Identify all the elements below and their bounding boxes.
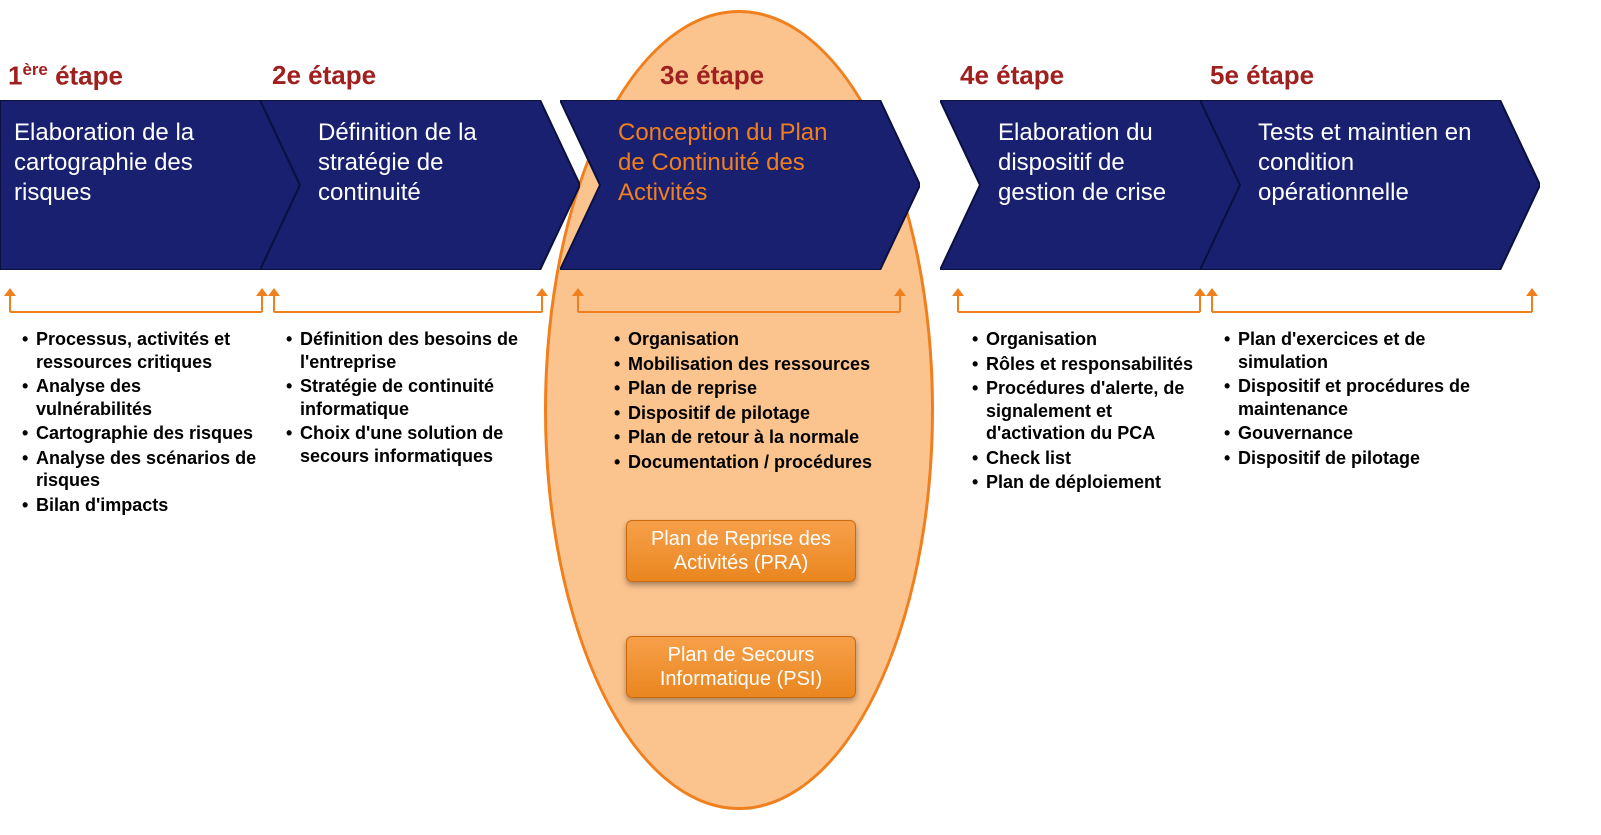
chevron-title-2: Définition de la stratégie de continuité <box>318 118 520 208</box>
bracket-2 <box>268 288 548 324</box>
step-label-4: 4e étape <box>960 60 1064 91</box>
bullet-item: Cartographie des risques <box>22 422 262 445</box>
step-label-1: 1ère étape <box>8 60 123 92</box>
bullets-col-5: Plan d'exercices et de simulationDisposi… <box>1224 328 1474 471</box>
bracket-1 <box>4 288 268 324</box>
bullet-item: Processus, activités et ressources criti… <box>22 328 262 373</box>
bullet-item: Plan de déploiement <box>972 471 1202 494</box>
chevron-title-5: Tests et maintien en condition opération… <box>1258 118 1480 208</box>
bracket-5 <box>1206 288 1538 324</box>
process-diagram: 1ère étape 2e étape 3e étape 4e étape 5e… <box>0 0 1601 835</box>
bullet-item: Choix d'une solution de secours informat… <box>286 422 526 467</box>
bullet-item: Stratégie de continuité informatique <box>286 375 526 420</box>
step-label-3: 3e étape <box>660 60 764 91</box>
bullets-col-3: OrganisationMobilisation des ressourcesP… <box>614 328 894 475</box>
bullet-item: Analyse des vulnérabilités <box>22 375 262 420</box>
bullet-item: Définition des besoins de l'entreprise <box>286 328 526 373</box>
bullet-item: Documentation / procédures <box>614 451 894 474</box>
pill-psi: Plan de Secours Informatique (PSI) <box>626 636 856 698</box>
chevron-title-3: Conception du Plan de Continuité des Act… <box>618 118 860 208</box>
step-label-5: 5e étape <box>1210 60 1314 91</box>
bullet-item: Dispositif de pilotage <box>614 402 894 425</box>
chevron-1: Elaboration de la cartographie des risqu… <box>0 100 300 270</box>
bullet-item: Organisation <box>972 328 1202 351</box>
bullet-item: Rôles et responsabilités <box>972 353 1202 376</box>
bullet-item: Check list <box>972 447 1202 470</box>
bracket-3 <box>572 288 906 324</box>
pill-pra: Plan de Reprise des Activités (PRA) <box>626 520 856 582</box>
bullets-col-1: Processus, activités et ressources criti… <box>22 328 262 518</box>
bullet-item: Plan de reprise <box>614 377 894 400</box>
bullet-item: Analyse des scénarios de risques <box>22 447 262 492</box>
bullets-col-4: OrganisationRôles et responsabilitésProc… <box>972 328 1202 496</box>
bullets-col-2: Définition des besoins de l'entrepriseSt… <box>286 328 526 469</box>
chevron-2: Définition de la stratégie de continuité <box>260 100 580 270</box>
chevron-5: Tests et maintien en condition opération… <box>1200 100 1540 270</box>
chevron-4: Elaboration du dispositif de gestion de … <box>940 100 1240 270</box>
bullet-item: Plan d'exercices et de simulation <box>1224 328 1474 373</box>
bullet-item: Dispositif de pilotage <box>1224 447 1474 470</box>
bullet-item: Mobilisation des ressources <box>614 353 894 376</box>
bullet-item: Procédures d'alerte, de signalement et d… <box>972 377 1202 445</box>
bullet-item: Dispositif et procédures de maintenance <box>1224 375 1474 420</box>
bullet-item: Plan de retour à la normale <box>614 426 894 449</box>
chevron-3: Conception du Plan de Continuité des Act… <box>560 100 920 270</box>
bracket-4 <box>952 288 1206 324</box>
bullet-item: Bilan d'impacts <box>22 494 262 517</box>
chevron-title-4: Elaboration du dispositif de gestion de … <box>998 118 1180 208</box>
step-label-2: 2e étape <box>272 60 376 91</box>
bullet-item: Gouvernance <box>1224 422 1474 445</box>
bullet-item: Organisation <box>614 328 894 351</box>
chevron-title-1: Elaboration de la cartographie des risqu… <box>14 118 240 208</box>
